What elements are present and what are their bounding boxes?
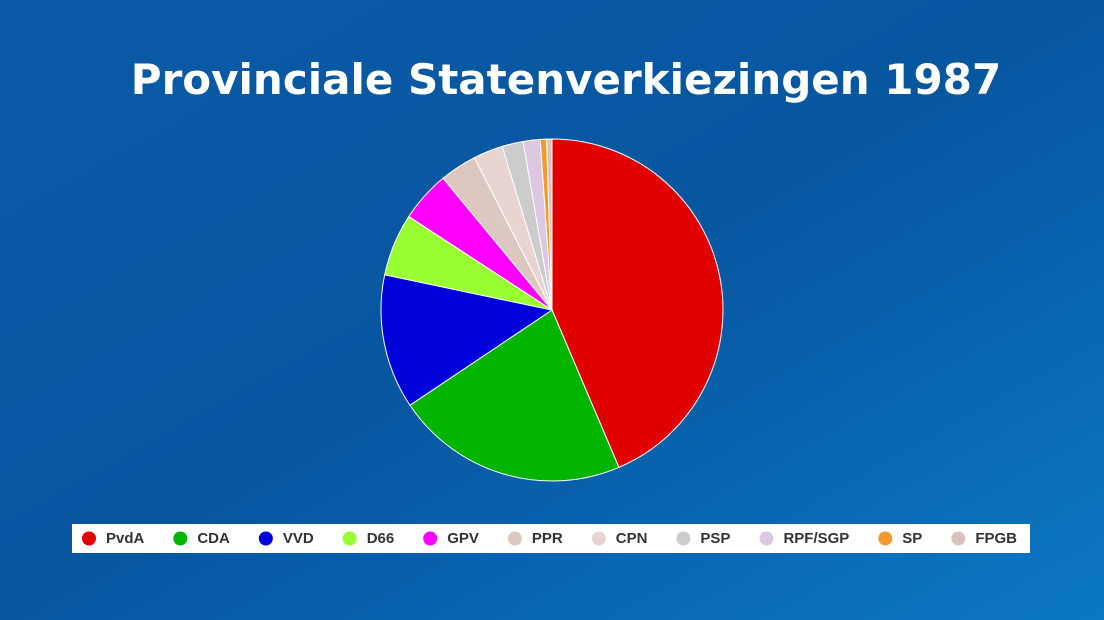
legend-marker [173,531,188,546]
legend-label: VVD [283,530,314,547]
legend: PvdA CDA VVD D66 GPV PPR CPN PSP RPF/SGP SP FPGB [82,530,1017,547]
legend-label: PSP [700,530,730,547]
legend-marker [258,531,273,546]
legend-marker [878,531,893,546]
legend-marker [951,531,966,546]
legend-label: CPN [616,530,648,547]
legend-marker [676,531,691,546]
legend-label: SP [902,530,922,547]
legend-label: CDA [197,530,230,547]
legend-marker [82,531,96,546]
legend-box [72,524,1030,553]
legend-marker [591,531,606,546]
pie-slice [546,138,553,311]
pie [380,138,724,482]
pie-slice [409,309,620,482]
legend-marker [342,531,357,546]
pie-slice [551,138,724,469]
legend-label: PvdA [106,530,145,547]
legend-label: D66 [367,530,395,547]
legend-label: PPR [532,530,563,547]
legend-marker [423,531,438,546]
legend-marker [507,531,522,546]
legend-marker [759,531,774,546]
legend-label: GPV [447,530,479,547]
legend-label: RPF/SGP [783,530,849,547]
pie-slice [380,274,554,406]
legend-label: FPGB [975,530,1017,547]
chart-title: Provinciale Statenverkiezingen 1987 [131,55,1001,104]
